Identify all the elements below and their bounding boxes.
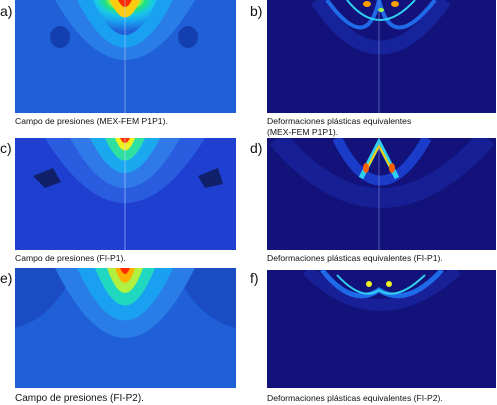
panel-f-caption: Deformaciones plásticas equivalentes (FI… [267, 393, 443, 403]
plastic-strain-plot-d [267, 138, 496, 250]
panel-a-label: a) [0, 3, 13, 19]
plastic-strain-plot-f [267, 270, 496, 388]
panel-d-caption: Deformaciones plásticas equivalentes (FI… [267, 253, 443, 263]
panel-e-label: e) [0, 270, 13, 286]
panel-f-label: f) [250, 270, 259, 286]
panel-a-caption: Campo de presiones (MEX-FEM P1P1). [15, 116, 168, 126]
panel-d-label: d) [250, 140, 263, 156]
panel-c-caption: Campo de presiones (FI-P1). [15, 253, 126, 263]
pressure-field-plot-a [15, 0, 236, 113]
pressure-field-plot-e [15, 268, 236, 388]
panel-e-caption: Campo de presiones (FI-P2). [15, 393, 144, 404]
panel-c-label: c) [0, 140, 12, 156]
plastic-strain-plot-b [267, 0, 496, 113]
panel-b-label: b) [250, 3, 263, 19]
pressure-field-plot-c [15, 138, 236, 250]
panel-b-caption: Deformaciones plásticas equivalentes (ME… [267, 116, 412, 137]
